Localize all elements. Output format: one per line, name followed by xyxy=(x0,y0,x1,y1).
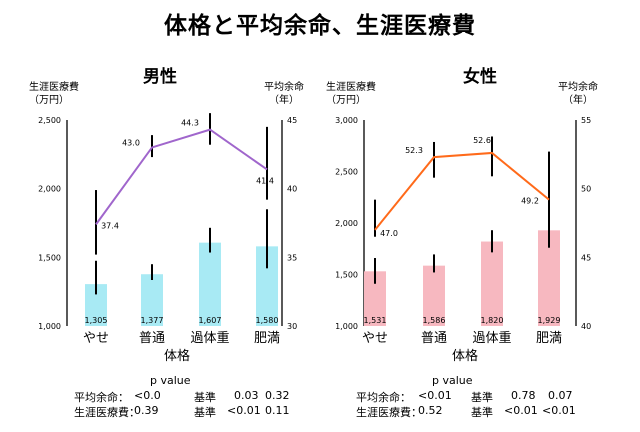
bar xyxy=(364,271,386,326)
y-tick-label: 2,000 xyxy=(38,185,61,194)
y-tick-label: 2,000 xyxy=(335,219,358,228)
p-value-thin: <0.0 xyxy=(134,389,161,402)
bar-value-label: 1,531 xyxy=(364,316,387,325)
x-tick-label: 普通 xyxy=(421,331,447,346)
p-value-normal: 基準 xyxy=(194,406,216,419)
y2-tick-label: 35 xyxy=(287,253,297,262)
line-value-label: 37.4 xyxy=(101,221,119,230)
bar xyxy=(199,242,221,326)
male-panel: 男性 生涯医療費 （万円） 平均余命 （年） 2,500 2,000 1,500 1,000 4… xyxy=(0,58,320,370)
male-chart: 生涯医療費（万円） 平均余命（年） 2,500 2,000 1,500 1,000 45 40… xyxy=(29,80,304,364)
line-value-label: 52.3 xyxy=(405,146,423,155)
row-label: 平均余命： xyxy=(356,391,411,404)
y2-tick-label: 55 xyxy=(581,116,591,125)
bar xyxy=(423,265,445,326)
p-value-obese: 0.07 xyxy=(548,389,573,402)
female-chart: 生涯医療費（万円） 平均余命（年） 3,000 2,500 2,000 1,500 1,00… xyxy=(326,80,598,364)
y-axis-label: 生涯医療費 xyxy=(29,80,79,93)
y2-tick-label: 40 xyxy=(581,322,591,331)
line-value-label: 43.0 xyxy=(122,138,140,147)
line-value-label: 47.0 xyxy=(380,229,398,238)
female-panel: 女性 生涯医療費 （万円） 平均余命 （年） 3,000 2,500 2,000 1,500 1… xyxy=(320,58,640,370)
line-value-label: 52.6 xyxy=(473,136,491,145)
y-tick-label: 2,500 xyxy=(335,168,358,177)
y2-tick-label: 30 xyxy=(287,322,297,331)
life-expectancy-line xyxy=(374,151,550,231)
p-value-overweight: 0.78 xyxy=(511,389,536,402)
p-value-normal: 基準 xyxy=(471,391,493,404)
p-value-overweight: <0.01 xyxy=(227,404,261,417)
p-value-obese: <0.01 xyxy=(542,404,576,417)
y2-tick-label: 50 xyxy=(581,185,591,194)
row-label: 生涯医療費： xyxy=(74,406,140,419)
y-tick-label: 1,500 xyxy=(38,253,61,262)
y2-axis-label: 平均余命 xyxy=(264,80,304,93)
y-axis-label: （万円） xyxy=(326,94,366,106)
y2-tick-label: 45 xyxy=(287,116,297,125)
bar-value-label: 1,586 xyxy=(423,316,446,325)
y2-tick-label: 40 xyxy=(287,185,297,194)
bar-value-label: 1,607 xyxy=(199,316,222,325)
bar-value-label: 1,580 xyxy=(256,316,279,325)
x-tick-label: やせ xyxy=(83,331,109,346)
y-tick-label: 2,500 xyxy=(38,116,61,125)
bar-value-label: 1,820 xyxy=(481,316,504,325)
y2-axis-label: （年） xyxy=(563,93,593,106)
panel-title: 男性 xyxy=(143,67,177,87)
bar xyxy=(141,274,163,326)
p-value-normal: 基準 xyxy=(471,406,493,419)
y-tick-label: 1,000 xyxy=(38,322,61,331)
panel-title: 女性 xyxy=(463,67,497,87)
y2-axis-label: 平均余命 xyxy=(558,80,598,93)
x-tick-label: やせ xyxy=(362,331,388,346)
p-value-overweight: <0.01 xyxy=(504,404,538,417)
row-label: 平均余命： xyxy=(74,391,129,404)
y-axis-label: （万円） xyxy=(29,94,69,106)
x-tick-label: 過体重 xyxy=(190,330,229,346)
bar xyxy=(256,246,278,326)
p-value-heading: p value xyxy=(432,374,473,387)
p-value-thin: 0.39 xyxy=(134,404,159,417)
x-tick-label: 過体重 xyxy=(472,330,511,346)
p-value-obese: 0.11 xyxy=(265,404,290,417)
y2-axis-label: （年） xyxy=(269,93,299,106)
y-axis-label: 生涯医療費 xyxy=(326,80,376,93)
p-value-thin: <0.01 xyxy=(418,389,452,402)
x-tick-label: 肥満 xyxy=(536,331,562,346)
bar-value-label: 1,305 xyxy=(85,316,108,325)
y-tick-label: 3,000 xyxy=(335,116,358,125)
bar-value-label: 1,929 xyxy=(538,316,561,325)
p-value-obese: 0.32 xyxy=(265,389,290,402)
p-value-normal: 基準 xyxy=(194,391,216,404)
bar xyxy=(85,284,107,326)
y2-tick-label: 45 xyxy=(581,253,591,262)
life-expectancy-line xyxy=(95,128,268,225)
p-value-overweight: 0.03 xyxy=(234,389,259,402)
y-tick-label: 1,500 xyxy=(335,271,358,280)
bar xyxy=(538,230,560,326)
bar-value-label: 1,377 xyxy=(141,316,164,325)
line-value-label: 41.4 xyxy=(256,176,274,185)
p-value-heading: p value xyxy=(150,374,191,387)
bar xyxy=(481,241,503,326)
x-axis-label: 体格 xyxy=(164,348,190,364)
x-tick-label: 肥満 xyxy=(254,331,280,346)
p-value-thin: 0.52 xyxy=(418,404,443,417)
line-value-label: 44.3 xyxy=(181,119,199,128)
x-axis-label: 体格 xyxy=(452,348,478,364)
row-label: 生涯医療費： xyxy=(356,406,422,419)
y-tick-label: 1,000 xyxy=(335,322,358,331)
line-value-label: 49.2 xyxy=(521,197,539,206)
chart-title: 体格と平均余命、生涯医療費 xyxy=(164,13,476,39)
x-tick-label: 普通 xyxy=(139,331,165,346)
